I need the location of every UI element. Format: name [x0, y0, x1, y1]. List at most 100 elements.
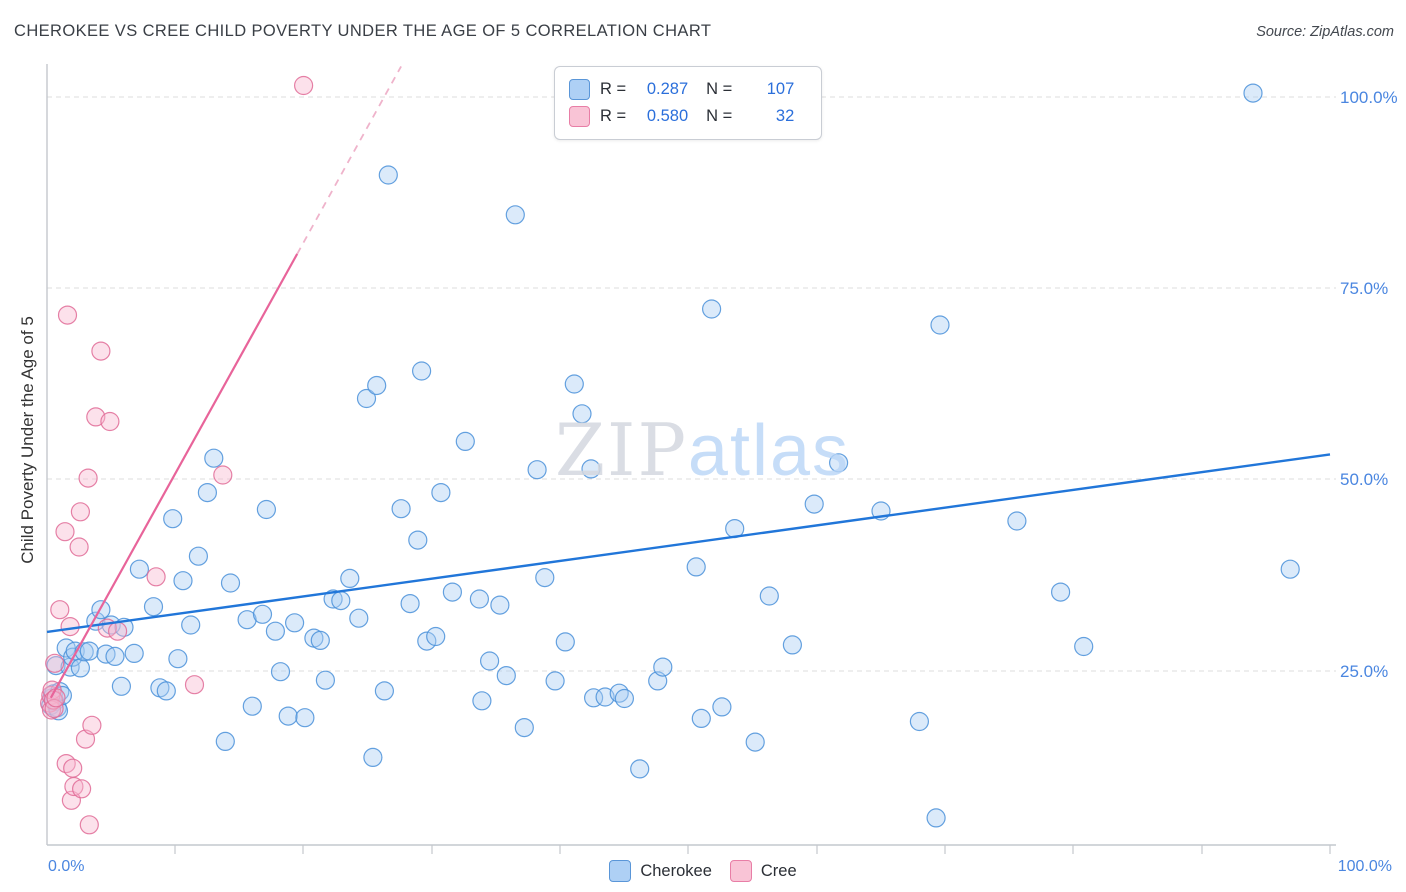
scatter-point-cherokee — [340, 568, 360, 589]
scatter-point-cherokee — [701, 299, 722, 319]
source-attribution: Source: ZipAtlas.com — [1256, 24, 1394, 40]
scatter-point-cree — [82, 715, 102, 735]
scatter-point-cherokee — [496, 665, 516, 686]
scatter-point-cree — [46, 688, 66, 708]
legend-label-cherokee: Cherokee — [640, 861, 712, 880]
scatter-point-cherokee — [686, 557, 706, 577]
r-value-cherokee: 0.287 — [646, 80, 689, 98]
scatter-point-cherokee — [278, 706, 298, 726]
scatter-point-cherokee — [156, 681, 176, 701]
scatter-point-cree — [45, 653, 65, 673]
scatter-point-cree — [86, 407, 106, 427]
scatter-point-cree — [107, 621, 128, 641]
scatter-point-cherokee — [417, 631, 437, 651]
scatter-point-cherokee — [367, 375, 387, 396]
scatter-point-cherokee — [79, 641, 99, 661]
scatter-point-cherokee — [1050, 582, 1071, 602]
trendlines-layer — [46, 65, 1331, 699]
scatter-point-cree — [79, 815, 99, 835]
scatter-point-cherokee — [181, 615, 201, 635]
scatter-point-cherokee — [712, 697, 732, 717]
legend-item-cherokee: Cherokee — [609, 860, 712, 882]
scatter-point-cree — [50, 600, 70, 620]
trendline-cherokee — [46, 453, 1331, 634]
r-value-cree: 0.580 — [646, 107, 689, 125]
scatter-point-cherokee — [323, 589, 343, 609]
scatter-point-cherokee — [930, 315, 950, 335]
scatter-point-cherokee — [111, 676, 132, 696]
scatter-point-cherokee — [527, 460, 547, 480]
legend-row-cherokee: R = 0.287 N = 107 — [569, 76, 807, 103]
y-tick-50: 50.0% — [1340, 470, 1389, 489]
scatter-point-cherokee — [331, 590, 351, 611]
scatter-point-cherokee — [469, 589, 489, 609]
series-legend: Cherokee Cree — [0, 860, 1406, 882]
trendline-cree — [49, 253, 299, 699]
legend-item-cree: Cree — [729, 860, 797, 882]
scatter-point-cherokee — [124, 643, 144, 664]
cree-swatch-icon — [569, 106, 590, 127]
scatter-point-cherokee — [431, 483, 451, 503]
scatter-point-cherokee — [188, 546, 208, 566]
page-title: CHEROKEE VS CREE CHILD POVERTY UNDER THE… — [14, 22, 712, 40]
scatter-point-cherokee — [349, 608, 369, 628]
scatter-point-cree — [100, 411, 120, 432]
scatter-point-cherokee — [197, 483, 217, 503]
axes — [46, 64, 1336, 854]
scatter-point-cherokee — [782, 635, 803, 655]
y-tick-25: 25.0% — [1340, 662, 1389, 681]
gridlines — [47, 96, 1336, 672]
scatter-point-cree — [71, 779, 92, 799]
scatter-point-cherokee — [363, 747, 383, 768]
scatter-point-cherokee — [426, 626, 446, 647]
scatter-point-cherokee — [315, 670, 335, 690]
scatter-point-cherokee — [215, 731, 235, 752]
scatter-point-cherokee — [168, 649, 188, 669]
scatter-point-cherokee — [480, 651, 500, 671]
correlation-legend-box: R = 0.287 N = 107 R = 0.580 N = 32 — [554, 66, 822, 140]
n-label: N = — [706, 107, 733, 125]
scatter-point-cherokee — [400, 593, 420, 614]
scatter-point-cherokee — [204, 448, 224, 468]
scatter-point-cree — [78, 468, 98, 488]
scatter-point-cherokee — [514, 717, 534, 738]
y-tick-75: 75.0% — [1340, 279, 1389, 298]
scatter-point-cherokee — [1007, 511, 1027, 531]
scatter-point-cherokee — [378, 165, 398, 185]
scatter-point-cherokee — [256, 499, 276, 520]
scatter-point-cherokee — [745, 732, 765, 752]
scatter-point-cherokee — [265, 621, 285, 641]
scatter-point-cherokee — [759, 586, 779, 606]
scatter-point-cherokee — [412, 361, 432, 381]
cherokee-swatch-icon — [569, 79, 590, 100]
scatter-point-cree — [57, 305, 78, 325]
scatter-point-cree — [70, 502, 91, 522]
n-value-cree: 32 — [775, 107, 795, 125]
legend-label-cree: Cree — [760, 861, 797, 880]
scatter-point-cherokee — [356, 388, 377, 409]
scatter-point-cherokee — [220, 573, 241, 593]
scatter-points-layer — [39, 75, 1300, 835]
scatter-point-cherokee — [609, 683, 629, 703]
scatter-point-cherokee — [804, 494, 824, 514]
scatter-point-cree — [64, 776, 84, 797]
scatter-point-cherokee — [1243, 83, 1263, 103]
scatter-point-cherokee — [535, 567, 555, 588]
scatter-point-cherokee — [595, 687, 615, 707]
scatter-point-cherokee — [237, 610, 257, 630]
legend-row-cree: R = 0.580 N = 32 — [569, 103, 807, 130]
scatter-point-cree — [213, 465, 233, 485]
x-min-label: 0.0% — [48, 858, 85, 875]
scatter-point-cherokee — [555, 632, 575, 652]
y-tick-100: 100.0% — [1340, 88, 1398, 107]
scatter-point-cherokee — [408, 530, 428, 550]
scatter-point-cherokee — [285, 613, 305, 633]
trendline-cree-extrapolation — [296, 65, 402, 255]
scatter-point-cherokee — [828, 453, 849, 473]
r-label: R = — [600, 107, 627, 125]
scatter-point-cherokee — [909, 711, 930, 732]
scatter-point-cherokee — [442, 582, 462, 602]
scatter-point-cree — [63, 758, 83, 778]
scatter-point-cherokee — [691, 708, 711, 729]
